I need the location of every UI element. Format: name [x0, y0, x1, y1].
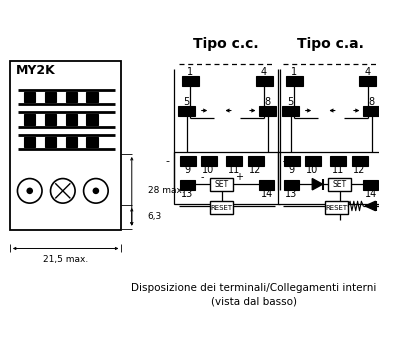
Bar	[24, 114, 36, 125]
Bar	[256, 76, 272, 86]
Bar	[282, 106, 299, 116]
Text: 11: 11	[332, 165, 344, 175]
Bar	[86, 92, 98, 102]
Text: RESET: RESET	[326, 205, 348, 211]
Bar	[201, 156, 217, 166]
Bar	[326, 201, 348, 214]
Bar	[305, 156, 321, 166]
Bar	[330, 156, 346, 166]
Text: MY2K: MY2K	[16, 64, 55, 77]
Text: 12: 12	[353, 165, 366, 175]
Text: -: -	[166, 157, 170, 167]
Text: 11: 11	[228, 165, 240, 175]
Circle shape	[92, 187, 99, 194]
Circle shape	[18, 179, 42, 203]
Bar	[24, 92, 36, 102]
Text: 9: 9	[184, 165, 190, 175]
Bar	[286, 76, 303, 86]
Bar	[226, 156, 242, 166]
Bar	[66, 114, 77, 125]
Text: Tipo c.a.: Tipo c.a.	[297, 37, 364, 51]
Bar	[210, 201, 233, 214]
Text: 8: 8	[369, 97, 375, 107]
Bar	[328, 177, 351, 191]
Text: (vista dal basso): (vista dal basso)	[211, 297, 297, 306]
Bar	[180, 180, 195, 190]
Bar	[45, 114, 56, 125]
Text: 5: 5	[287, 97, 294, 107]
Bar	[45, 137, 56, 147]
Text: 28 max.: 28 max.	[148, 186, 184, 195]
Bar	[278, 152, 384, 204]
Bar	[363, 106, 380, 116]
Text: +: +	[282, 157, 292, 167]
Text: Disposizione dei terminali/Collegamenti interni: Disposizione dei terminali/Collegamenti …	[131, 283, 376, 293]
Bar	[178, 106, 195, 116]
Text: 1: 1	[291, 67, 297, 77]
Circle shape	[50, 179, 75, 203]
Bar	[248, 156, 264, 166]
Bar	[284, 156, 300, 166]
Bar	[360, 76, 376, 86]
Text: 14: 14	[365, 189, 377, 199]
Text: 14: 14	[261, 189, 273, 199]
Circle shape	[84, 179, 108, 203]
Polygon shape	[312, 179, 323, 190]
Text: SET: SET	[332, 180, 347, 189]
Text: 5: 5	[184, 97, 190, 107]
Polygon shape	[365, 201, 376, 211]
Text: 12: 12	[249, 165, 262, 175]
Bar	[66, 92, 77, 102]
Bar	[24, 137, 36, 147]
Text: +: +	[234, 172, 242, 182]
Text: 10: 10	[202, 165, 214, 175]
Bar	[259, 106, 276, 116]
Bar	[182, 76, 199, 86]
Bar	[66, 137, 77, 147]
Bar	[284, 180, 299, 190]
Text: 1: 1	[187, 67, 194, 77]
Text: 21,5 max.: 21,5 max.	[43, 255, 88, 264]
Bar	[10, 62, 121, 229]
Bar	[210, 177, 233, 191]
Text: 6,3: 6,3	[148, 212, 162, 221]
Text: 10: 10	[306, 165, 318, 175]
Text: 13: 13	[285, 189, 298, 199]
Text: 8: 8	[265, 97, 271, 107]
Text: 4: 4	[261, 67, 267, 77]
Text: 13: 13	[182, 189, 194, 199]
Bar	[86, 137, 98, 147]
Bar	[180, 156, 196, 166]
Text: -: -	[201, 172, 204, 182]
Text: Tipo c.c.: Tipo c.c.	[194, 37, 259, 51]
Bar	[363, 180, 378, 190]
Text: RESET: RESET	[210, 205, 233, 211]
Bar	[174, 152, 280, 204]
Bar	[86, 114, 98, 125]
Circle shape	[26, 187, 33, 194]
Text: SET: SET	[214, 180, 229, 189]
Bar	[259, 180, 274, 190]
Text: 9: 9	[288, 165, 294, 175]
Bar	[45, 92, 56, 102]
Bar	[352, 156, 368, 166]
Text: 4: 4	[365, 67, 371, 77]
